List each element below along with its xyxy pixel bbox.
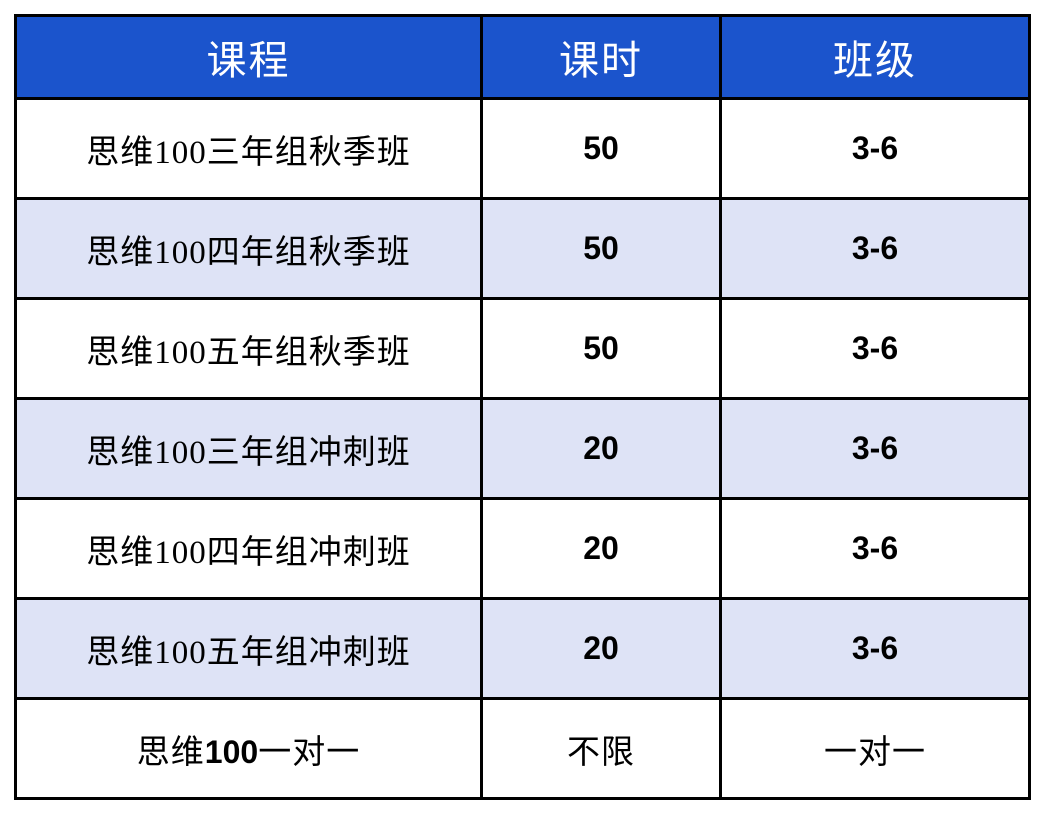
- cell-grade: 3-6: [719, 297, 1031, 400]
- cjk-text: 思维100四年组秋季班: [86, 234, 411, 271]
- cell-course: 思维100三年组秋季班: [14, 97, 483, 200]
- cjk-text: 思维100三年组秋季班: [86, 134, 411, 171]
- header-row: 课程 课时 班级: [14, 14, 1031, 100]
- numeric-text: 3-6: [851, 130, 899, 166]
- numeric-text: 20: [583, 530, 619, 566]
- cell-hours: 20: [480, 497, 722, 600]
- table-row: 思维100三年组秋季班 50 3-6: [14, 97, 1031, 200]
- cell-hours: 50: [480, 97, 722, 200]
- cell-hours: 20: [480, 397, 722, 500]
- cell-hours: 50: [480, 297, 722, 400]
- cell-grade: 3-6: [719, 597, 1031, 700]
- cell-course: 思维100五年组冲刺班: [14, 597, 483, 700]
- cjk-text: 思维100四年组冲刺班: [86, 534, 411, 571]
- header-cell-course: 课程: [14, 14, 483, 100]
- table-row: 思维100五年组秋季班 50 3-6: [14, 297, 1031, 400]
- numeric-text: 50: [583, 130, 619, 166]
- cell-grade: 3-6: [719, 97, 1031, 200]
- course-table: 课程 课时 班级 思维100三年组秋季班 50 3-6 思维100四年组秋季班 50 3-…: [14, 14, 1031, 800]
- cell-hours: 50: [480, 197, 722, 300]
- numeric-text: 3-6: [851, 430, 899, 466]
- table-row: 思维100四年组冲刺班 20 3-6: [14, 497, 1031, 600]
- numeric-text: 100: [204, 733, 259, 770]
- cell-course: 思维100四年组冲刺班: [14, 497, 483, 600]
- cell-course: 思维100一对一: [14, 697, 483, 800]
- cjk-text: 思维100五年组冲刺班: [86, 634, 411, 671]
- cell-grade: 3-6: [719, 497, 1031, 600]
- header-cell-grade: 班级: [719, 14, 1031, 100]
- numeric-text: 50: [583, 230, 619, 266]
- cell-grade: 一对一: [719, 697, 1031, 800]
- cell-course: 思维100三年组冲刺班: [14, 397, 483, 500]
- table-row: 思维100四年组秋季班 50 3-6: [14, 197, 1031, 300]
- cell-course: 思维100四年组秋季班: [14, 197, 483, 300]
- cjk-text: 思维: [136, 734, 205, 771]
- cjk-text: 思维100三年组冲刺班: [86, 434, 411, 471]
- cell-hours: 20: [480, 597, 722, 700]
- cjk-text: 一对一: [824, 734, 926, 771]
- numeric-text: 20: [583, 630, 619, 666]
- table-row: 思维100五年组冲刺班 20 3-6: [14, 597, 1031, 700]
- cell-course: 思维100五年组秋季班: [14, 297, 483, 400]
- cjk-text: 一对一: [258, 734, 361, 771]
- numeric-text: 3-6: [851, 230, 899, 266]
- cell-grade: 3-6: [719, 397, 1031, 500]
- header-cell-hours: 课时: [480, 14, 722, 100]
- numeric-text: 20: [583, 430, 619, 466]
- numeric-text: 50: [583, 330, 619, 366]
- cjk-text: 思维100五年组秋季班: [86, 334, 411, 371]
- cell-hours: 不限: [480, 697, 722, 800]
- table-header: 课程 课时 班级: [14, 14, 1031, 100]
- table-row: 思维100一对一 不限 一对一: [14, 697, 1031, 800]
- cell-grade: 3-6: [719, 197, 1031, 300]
- table-row: 思维100三年组冲刺班 20 3-6: [14, 397, 1031, 500]
- numeric-text: 3-6: [851, 530, 899, 566]
- cjk-text: 不限: [567, 734, 635, 771]
- numeric-text: 3-6: [851, 330, 899, 366]
- table-body: 思维100三年组秋季班 50 3-6 思维100四年组秋季班 50 3-6 思维100五年组…: [14, 97, 1031, 800]
- numeric-text: 3-6: [851, 630, 899, 666]
